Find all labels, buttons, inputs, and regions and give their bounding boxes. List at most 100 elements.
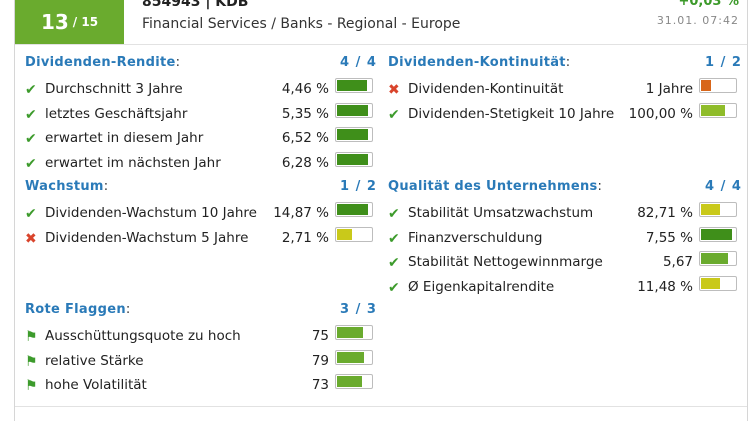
score-bar-fill — [337, 376, 362, 388]
check-icon: ✔ — [388, 255, 400, 272]
check-icon: ✔ — [388, 279, 400, 296]
score-bar-fill — [337, 104, 368, 116]
header-divider — [15, 44, 747, 45]
score-bar-fill — [701, 80, 711, 91]
section-score-dividend-yield: 4 / 4 — [340, 55, 377, 70]
metric-label: Dividenden-Stetigkeit 10 Jahre — [408, 105, 615, 122]
flag-icon: ⚑ — [25, 329, 38, 345]
section-title-growth: Wachstum: — [25, 179, 109, 194]
sector-label: Financial Services / Banks - Regional - … — [142, 16, 461, 32]
metric-value: 75 — [311, 328, 329, 344]
metric-label: Ausschüttungsquote zu hoch — [45, 328, 241, 344]
metric-value: 6,28 % — [281, 154, 329, 171]
score-bar — [335, 226, 373, 242]
metric-label: Finanzverschuldung — [408, 229, 543, 246]
score-bar — [335, 325, 373, 340]
metric-row[interactable]: ✔ Stabilität Nettogewinnmarge 5,67 — [388, 251, 739, 276]
cross-icon: ✖ — [388, 82, 400, 98]
score-bar-fill — [337, 129, 368, 141]
metric-row[interactable]: ✖ Dividenden-Wachstum 5 Jahre 2,71 % — [25, 226, 375, 252]
score-bar — [335, 102, 373, 118]
metric-value: 5,35 % — [281, 105, 329, 122]
stock-card: 13 / 15 854943 | KDB Financial Services … — [14, 0, 748, 421]
bottom-divider — [15, 406, 747, 407]
metric-row[interactable]: ✔ Dividenden-Stetigkeit 10 Jahre 100,00 % — [388, 102, 739, 128]
metric-value: 100,00 % — [628, 105, 693, 122]
score-bar — [335, 202, 373, 217]
metric-row[interactable]: ✔ erwartet im nächsten Jahr 6,28 % — [25, 151, 375, 177]
metric-row[interactable]: ✔ erwartet in diesem Jahr 6,52 % — [25, 127, 375, 152]
check-icon: ✔ — [388, 106, 400, 123]
score-bar — [335, 127, 373, 143]
section-title-quality: Qualität des Unternehmens: — [388, 179, 603, 194]
metric-value: 7,55 % — [645, 229, 693, 246]
score-bar-fill — [701, 104, 725, 116]
section-title-dividend-yield: Dividenden-Rendite: — [25, 55, 181, 70]
metric-row[interactable]: ✔ Ø Eigenkapitalrendite 11,48 % — [388, 275, 739, 301]
score-bar — [699, 275, 737, 291]
section-score-red-flags: 3 / 3 — [340, 302, 377, 317]
metric-label: Stabilität Nettogewinnmarge — [408, 254, 603, 271]
metric-row[interactable]: ⚑ relative Stärke 79 — [25, 349, 375, 375]
metric-value: 11,48 % — [637, 278, 693, 295]
score-bar-fill — [337, 204, 368, 215]
metric-label: Ø Eigenkapitalrendite — [408, 278, 555, 295]
metric-row[interactable]: ✔ Dividenden-Wachstum 10 Jahre 14,87 % — [25, 202, 375, 227]
metric-row[interactable]: ✔ Durchschnitt 3 Jahre 4,46 % — [25, 78, 375, 103]
section-title-red-flags: Rote Flaggen: — [25, 302, 131, 317]
metric-label: hohe Volatilität — [45, 377, 147, 394]
price-change: +0,03 % — [678, 0, 739, 9]
metric-label: erwartet im nächsten Jahr — [45, 154, 221, 171]
check-icon: ✔ — [25, 206, 37, 222]
metric-label: Durchschnitt 3 Jahre — [45, 81, 183, 97]
metric-label: Dividenden-Wachstum 5 Jahre — [45, 229, 249, 246]
score-bar — [699, 251, 737, 267]
metric-value: 73 — [311, 377, 329, 394]
score-bar-fill — [337, 351, 364, 363]
score-value: 13 — [40, 10, 69, 34]
score-bar — [335, 374, 373, 390]
metric-label: erwartet in diesem Jahr — [45, 130, 204, 147]
metric-value: 79 — [311, 352, 329, 369]
score-bar — [335, 151, 373, 167]
section-score-quality: 4 / 4 — [705, 179, 742, 194]
metric-row[interactable]: ✖ Dividenden-Kontinuität 1 Jahre — [388, 78, 739, 103]
check-icon: ✔ — [25, 106, 37, 123]
metric-value: 2,71 % — [281, 229, 329, 246]
score-bar-fill — [701, 204, 720, 215]
metric-label: Stabilität Umsatzwachstum — [408, 205, 594, 221]
metric-value: 1 Jahre — [645, 81, 693, 97]
check-icon: ✔ — [25, 82, 37, 98]
score-bar-fill — [337, 228, 352, 240]
timestamp: 31.01. 07:42 — [656, 14, 739, 27]
score-bar-fill — [701, 277, 720, 289]
metric-label: letztes Geschäftsjahr — [45, 105, 188, 122]
score-bar — [699, 226, 737, 242]
score-bar-fill — [337, 153, 368, 165]
metric-value: 6,52 % — [281, 130, 329, 147]
score-bar-fill — [337, 80, 367, 91]
score-bar — [335, 78, 373, 93]
flag-icon: ⚑ — [25, 353, 38, 370]
score-total: / 15 — [72, 15, 99, 29]
score-bar-fill — [337, 327, 363, 338]
metric-row[interactable]: ✔ Finanzverschuldung 7,55 % — [388, 226, 739, 252]
metric-row[interactable]: ✔ Stabilität Umsatzwachstum 82,71 % — [388, 202, 739, 227]
score-bar — [699, 102, 737, 118]
metric-value: 14,87 % — [273, 205, 329, 221]
metric-label: Dividenden-Wachstum 10 Jahre — [45, 205, 257, 221]
cross-icon: ✖ — [25, 230, 37, 247]
score-bar-fill — [701, 228, 732, 240]
check-icon: ✔ — [25, 131, 37, 148]
score-bar — [699, 202, 737, 217]
check-icon: ✔ — [388, 230, 400, 247]
metric-label: relative Stärke — [45, 352, 144, 369]
metric-row[interactable]: ⚑ Ausschüttungsquote zu hoch 75 — [25, 325, 375, 350]
score-bar — [699, 78, 737, 93]
metric-value: 5,67 — [662, 254, 693, 271]
section-title-dividend-continuity: Dividenden-Kontinuität: — [388, 55, 571, 70]
stock-title[interactable]: 854943 | KDB — [142, 0, 249, 10]
metric-row[interactable]: ✔ letztes Geschäftsjahr 5,35 % — [25, 102, 375, 128]
metric-row[interactable]: ⚑ hohe Volatilität 73 — [25, 374, 375, 399]
score-bar-fill — [701, 253, 728, 265]
